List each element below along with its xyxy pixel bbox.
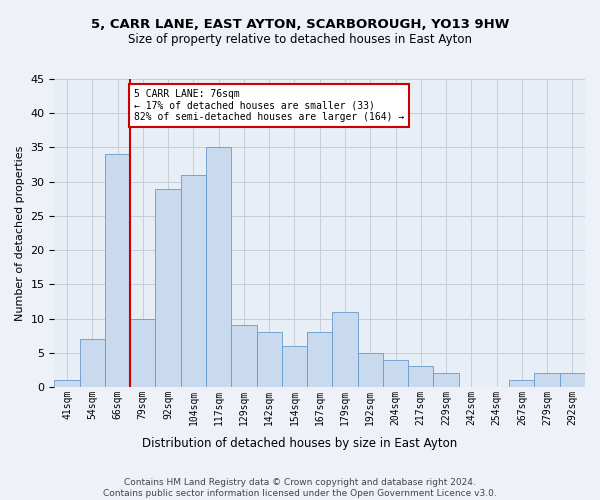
Text: Contains HM Land Registry data © Crown copyright and database right 2024.
Contai: Contains HM Land Registry data © Crown c… [103, 478, 497, 498]
Bar [130, 318, 155, 387]
Text: Distribution of detached houses by size in East Ayton: Distribution of detached houses by size … [142, 438, 458, 450]
Bar [408, 366, 433, 387]
Text: 5, CARR LANE, EAST AYTON, SCARBOROUGH, YO13 9HW: 5, CARR LANE, EAST AYTON, SCARBOROUGH, Y… [91, 18, 509, 30]
Bar [231, 326, 257, 387]
Bar [105, 154, 130, 387]
Bar [155, 188, 181, 387]
Bar [535, 374, 560, 387]
Text: 5 CARR LANE: 76sqm
← 17% of detached houses are smaller (33)
82% of semi-detache: 5 CARR LANE: 76sqm ← 17% of detached hou… [134, 90, 404, 122]
Bar [433, 374, 458, 387]
Bar [257, 332, 282, 387]
Bar [307, 332, 332, 387]
Bar [282, 346, 307, 387]
Y-axis label: Number of detached properties: Number of detached properties [15, 146, 25, 320]
Bar [560, 374, 585, 387]
Bar [332, 312, 358, 387]
Bar [358, 353, 383, 387]
Text: Size of property relative to detached houses in East Ayton: Size of property relative to detached ho… [128, 32, 472, 46]
Bar [206, 148, 231, 387]
Bar [80, 339, 105, 387]
Bar [383, 360, 408, 387]
Bar [509, 380, 535, 387]
Bar [55, 380, 80, 387]
Bar [181, 175, 206, 387]
